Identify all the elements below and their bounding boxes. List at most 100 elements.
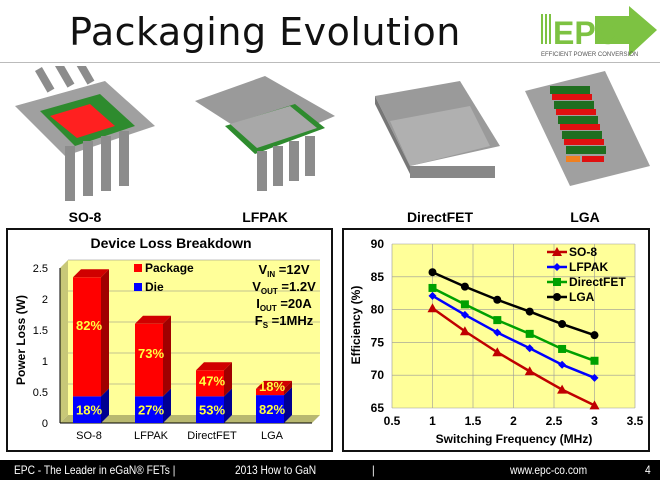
- bar-side-die: [284, 387, 292, 423]
- footer-divider: |: [372, 463, 375, 477]
- y-tick-label: 65: [371, 401, 385, 415]
- x-tick-label: 1.5: [465, 414, 482, 428]
- x-tick-label: 0.5: [384, 414, 401, 428]
- y-tick-label: 75: [371, 335, 385, 349]
- x-tick-label: 3: [591, 414, 598, 428]
- bar-top: [256, 380, 292, 389]
- data-point-so8: [524, 366, 535, 376]
- y-axis-label: Power Loss (W): [14, 295, 28, 385]
- condition-label: VOUT =1.2V: [252, 279, 316, 296]
- package-label-lfpak: LFPAK: [242, 209, 288, 225]
- series-line-lfpak: [431, 294, 595, 379]
- legend-label-so8: SO-8: [569, 245, 597, 259]
- epc-logo: EPC EFFICIENT POWER CONVERSION: [541, 6, 657, 58]
- y-tick-label: 1: [42, 356, 48, 368]
- legend-label-lga: LGA: [569, 290, 595, 304]
- bar-percent-label: 47%: [199, 374, 225, 389]
- x-axis-label: Switching Frequency (MHz): [436, 432, 593, 446]
- y-tick-label: 85: [371, 270, 385, 284]
- data-point-lfpak: [590, 373, 599, 382]
- data-point-lga: [428, 268, 437, 277]
- y-tick-label: 0.5: [33, 387, 48, 399]
- data-point-directfet: [525, 329, 534, 338]
- x-tick-label: LGA: [261, 430, 284, 442]
- x-tick-label: LFPAK: [134, 430, 169, 442]
- bar-top: [196, 362, 232, 371]
- data-point-lga: [493, 295, 502, 304]
- svg-text:EPC: EPC: [553, 15, 619, 51]
- legend-marker-lga: [553, 293, 561, 301]
- y-tick-label: 2: [42, 294, 48, 306]
- series-line-directfet: [431, 286, 595, 362]
- legend-marker-lfpak: [553, 263, 561, 271]
- loss-breakdown-chart: Device Loss Breakdown Power Loss (W) 0 0.…: [6, 228, 333, 452]
- data-point-so8: [427, 303, 438, 313]
- series-line-so8: [431, 307, 596, 407]
- bar-percent-label: 18%: [76, 403, 102, 418]
- footer-url[interactable]: www.epc-co.com: [510, 463, 588, 477]
- series-line-lga: [431, 271, 595, 337]
- bar-percent-label: 18%: [259, 379, 285, 394]
- legend-label-package: Package: [145, 261, 194, 275]
- bar-side-package: [224, 362, 232, 397]
- chart-title: Device Loss Breakdown: [90, 235, 251, 251]
- data-point-directfet: [460, 300, 469, 309]
- y-tick-label: 70: [371, 368, 385, 382]
- data-point-directfet: [590, 356, 599, 365]
- bar-top: [135, 315, 171, 324]
- plot-side-wall: [60, 260, 68, 423]
- bar-package: [73, 277, 101, 397]
- legend-label-die: Die: [145, 280, 164, 294]
- condition-label: VIN =12V: [258, 262, 309, 279]
- data-point-so8: [557, 384, 568, 394]
- bar-side-die: [224, 388, 232, 423]
- data-point-lfpak: [493, 328, 502, 337]
- bar-percent-label: 82%: [76, 318, 102, 333]
- data-point-so8: [492, 347, 503, 357]
- package-label-directfet: DirectFET: [406, 209, 474, 225]
- package-label-lga: LGA: [570, 209, 600, 225]
- title-divider: [0, 62, 660, 63]
- so8-package-image: [15, 66, 155, 201]
- bar-die: [135, 396, 163, 423]
- bar-top: [73, 269, 109, 278]
- bar-die: [196, 396, 224, 423]
- data-point-lfpak: [558, 360, 567, 369]
- y-tick-label: 2.5: [33, 263, 48, 275]
- legend-label-directfet: DirectFET: [569, 275, 626, 289]
- data-point-directfet: [558, 344, 567, 353]
- efficiency-chart: Efficiency (%) Switching Frequency (MHz)…: [342, 228, 650, 452]
- lfpak-package-image: [195, 76, 335, 191]
- legend-marker-so8: [552, 247, 562, 256]
- bar-percent-label: 73%: [138, 346, 164, 361]
- bar-side-die: [163, 388, 171, 423]
- data-point-lga: [558, 320, 567, 329]
- data-point-lfpak: [525, 344, 534, 353]
- bar-package: [135, 323, 163, 397]
- data-point-directfet: [493, 316, 502, 325]
- y-tick-label: 90: [371, 237, 385, 251]
- footer-event: 2013 How to GaN: [235, 463, 317, 477]
- bar-die: [73, 396, 101, 423]
- legend-swatch-die: [134, 283, 142, 291]
- footer-bar: EPC - The Leader in eGaN® FETs | 2013 Ho…: [0, 460, 660, 480]
- x-tick-label: 1: [429, 414, 436, 428]
- bar-package: [256, 388, 284, 396]
- y-tick-label: 1.5: [33, 325, 48, 337]
- bar-percent-label: 27%: [138, 403, 164, 418]
- data-point-so8: [589, 400, 600, 410]
- bar-side-package: [284, 380, 292, 396]
- y-axis-label: Efficiency (%): [349, 286, 363, 365]
- directfet-package-image: [375, 81, 500, 178]
- x-tick-label: 3.5: [627, 414, 644, 428]
- bar-side-package: [163, 315, 171, 397]
- legend-marker-directfet: [553, 278, 561, 286]
- svg-text:EFFICIENT POWER CONVERSION: EFFICIENT POWER CONVERSION: [541, 52, 638, 58]
- x-tick-label: DirectFET: [187, 430, 237, 442]
- page-number: 4: [645, 463, 651, 477]
- bar-side-package: [101, 269, 109, 397]
- legend-swatch-package: [134, 264, 142, 272]
- bar-side-die: [101, 388, 109, 423]
- legend-label-lfpak: LFPAK: [569, 260, 608, 274]
- data-point-lfpak: [428, 291, 437, 300]
